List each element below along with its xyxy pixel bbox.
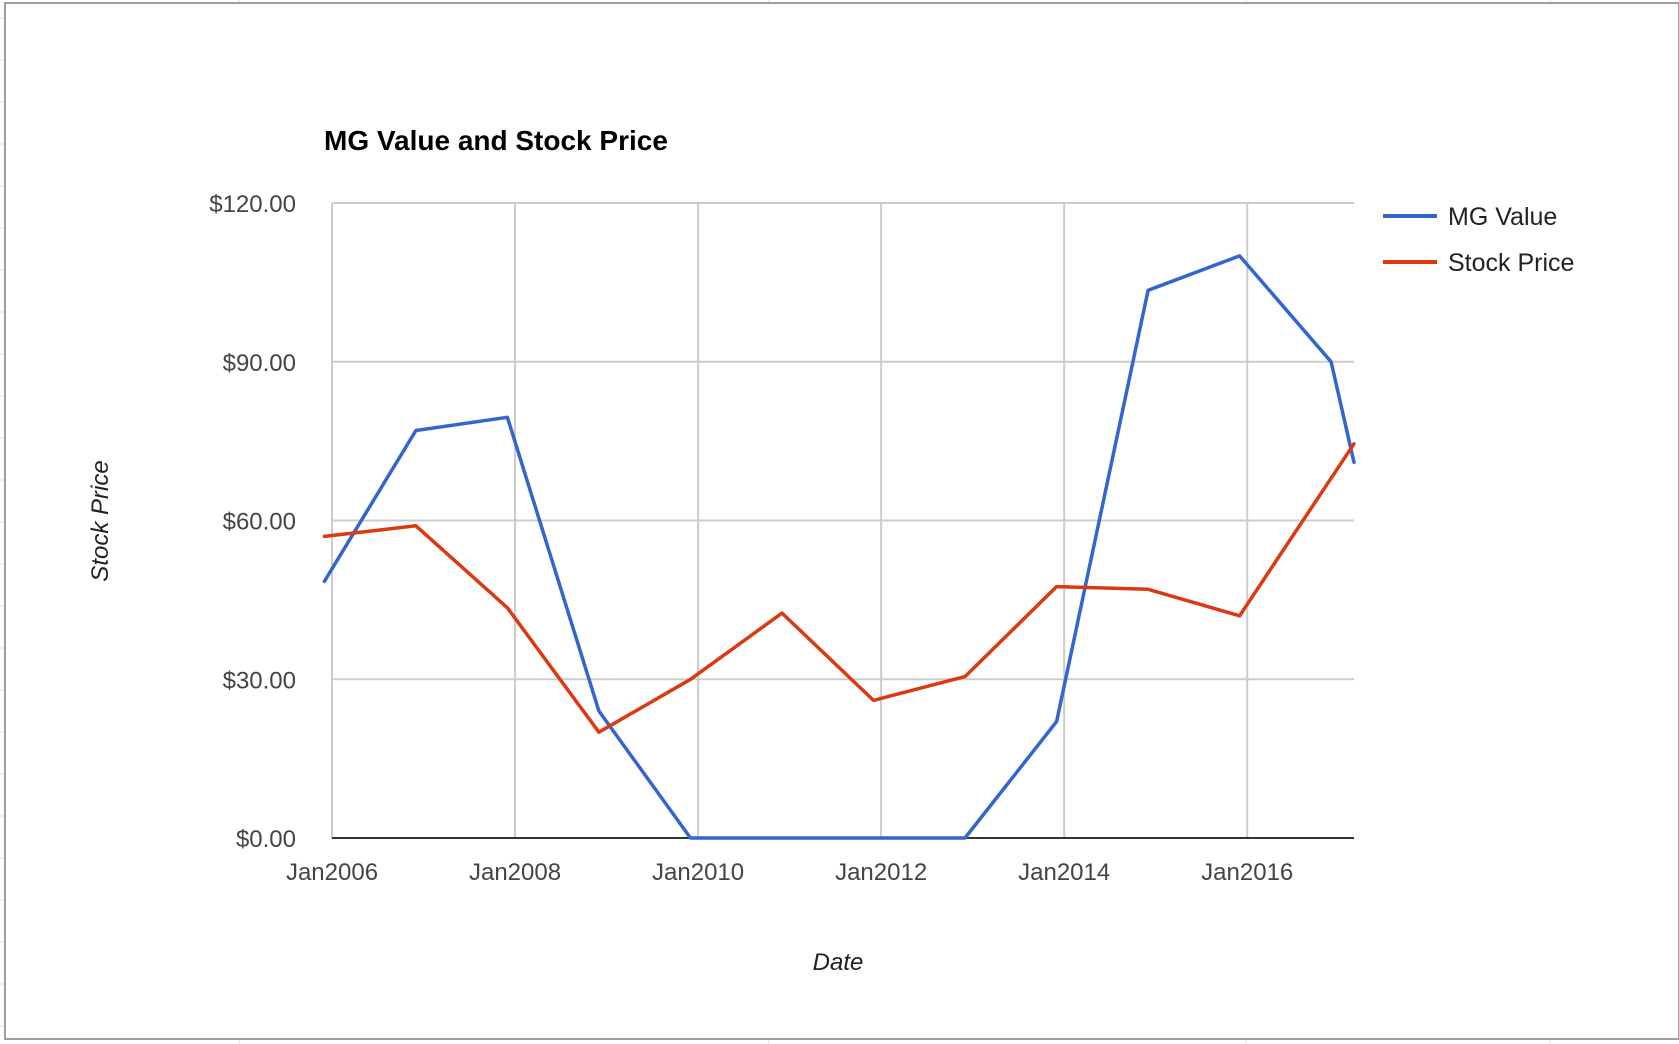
x-axis-title: Date bbox=[813, 949, 864, 976]
y-tick-label: $30.00 bbox=[223, 667, 296, 694]
legend-item-mg-value: MG Value bbox=[1383, 203, 1557, 231]
y-axis-ticks: $0.00 $30.00 $60.00 $90.00 $120.00 bbox=[209, 191, 296, 853]
y-tick-label: $60.00 bbox=[223, 509, 296, 536]
x-tick-label: Jan2010 bbox=[652, 859, 744, 886]
x-tick-label: Jan2014 bbox=[1018, 859, 1110, 886]
y-axis-title: Stock Price bbox=[87, 460, 114, 581]
series-line-stock-price bbox=[322, 442, 1356, 734]
x-tick-label: Jan2012 bbox=[835, 859, 927, 886]
y-tick-label: $90.00 bbox=[223, 350, 296, 377]
legend-label-mg-value: MG Value bbox=[1448, 203, 1557, 231]
series-line-mg-value bbox=[322, 254, 1356, 840]
x-axis-ticks: Jan2006 Jan2008 Jan2010 Jan2012 Jan2014 Jan20… bbox=[286, 859, 1293, 886]
legend-label-stock-price: Stock Price bbox=[1448, 249, 1574, 277]
x-tick-label: Jan2008 bbox=[469, 859, 561, 886]
y-tick-label: $0.00 bbox=[236, 826, 296, 853]
x-tick-label: Jan2016 bbox=[1201, 859, 1293, 886]
x-tick-label: Jan2006 bbox=[286, 859, 378, 886]
gridlines bbox=[331, 202, 1354, 838]
y-tick-label: $120.00 bbox=[209, 191, 296, 218]
legend: MG Value Stock Price bbox=[1383, 203, 1574, 277]
series-lines bbox=[322, 254, 1356, 840]
chart-title: MG Value and Stock Price bbox=[324, 125, 668, 156]
legend-item-stock-price: Stock Price bbox=[1383, 249, 1574, 277]
